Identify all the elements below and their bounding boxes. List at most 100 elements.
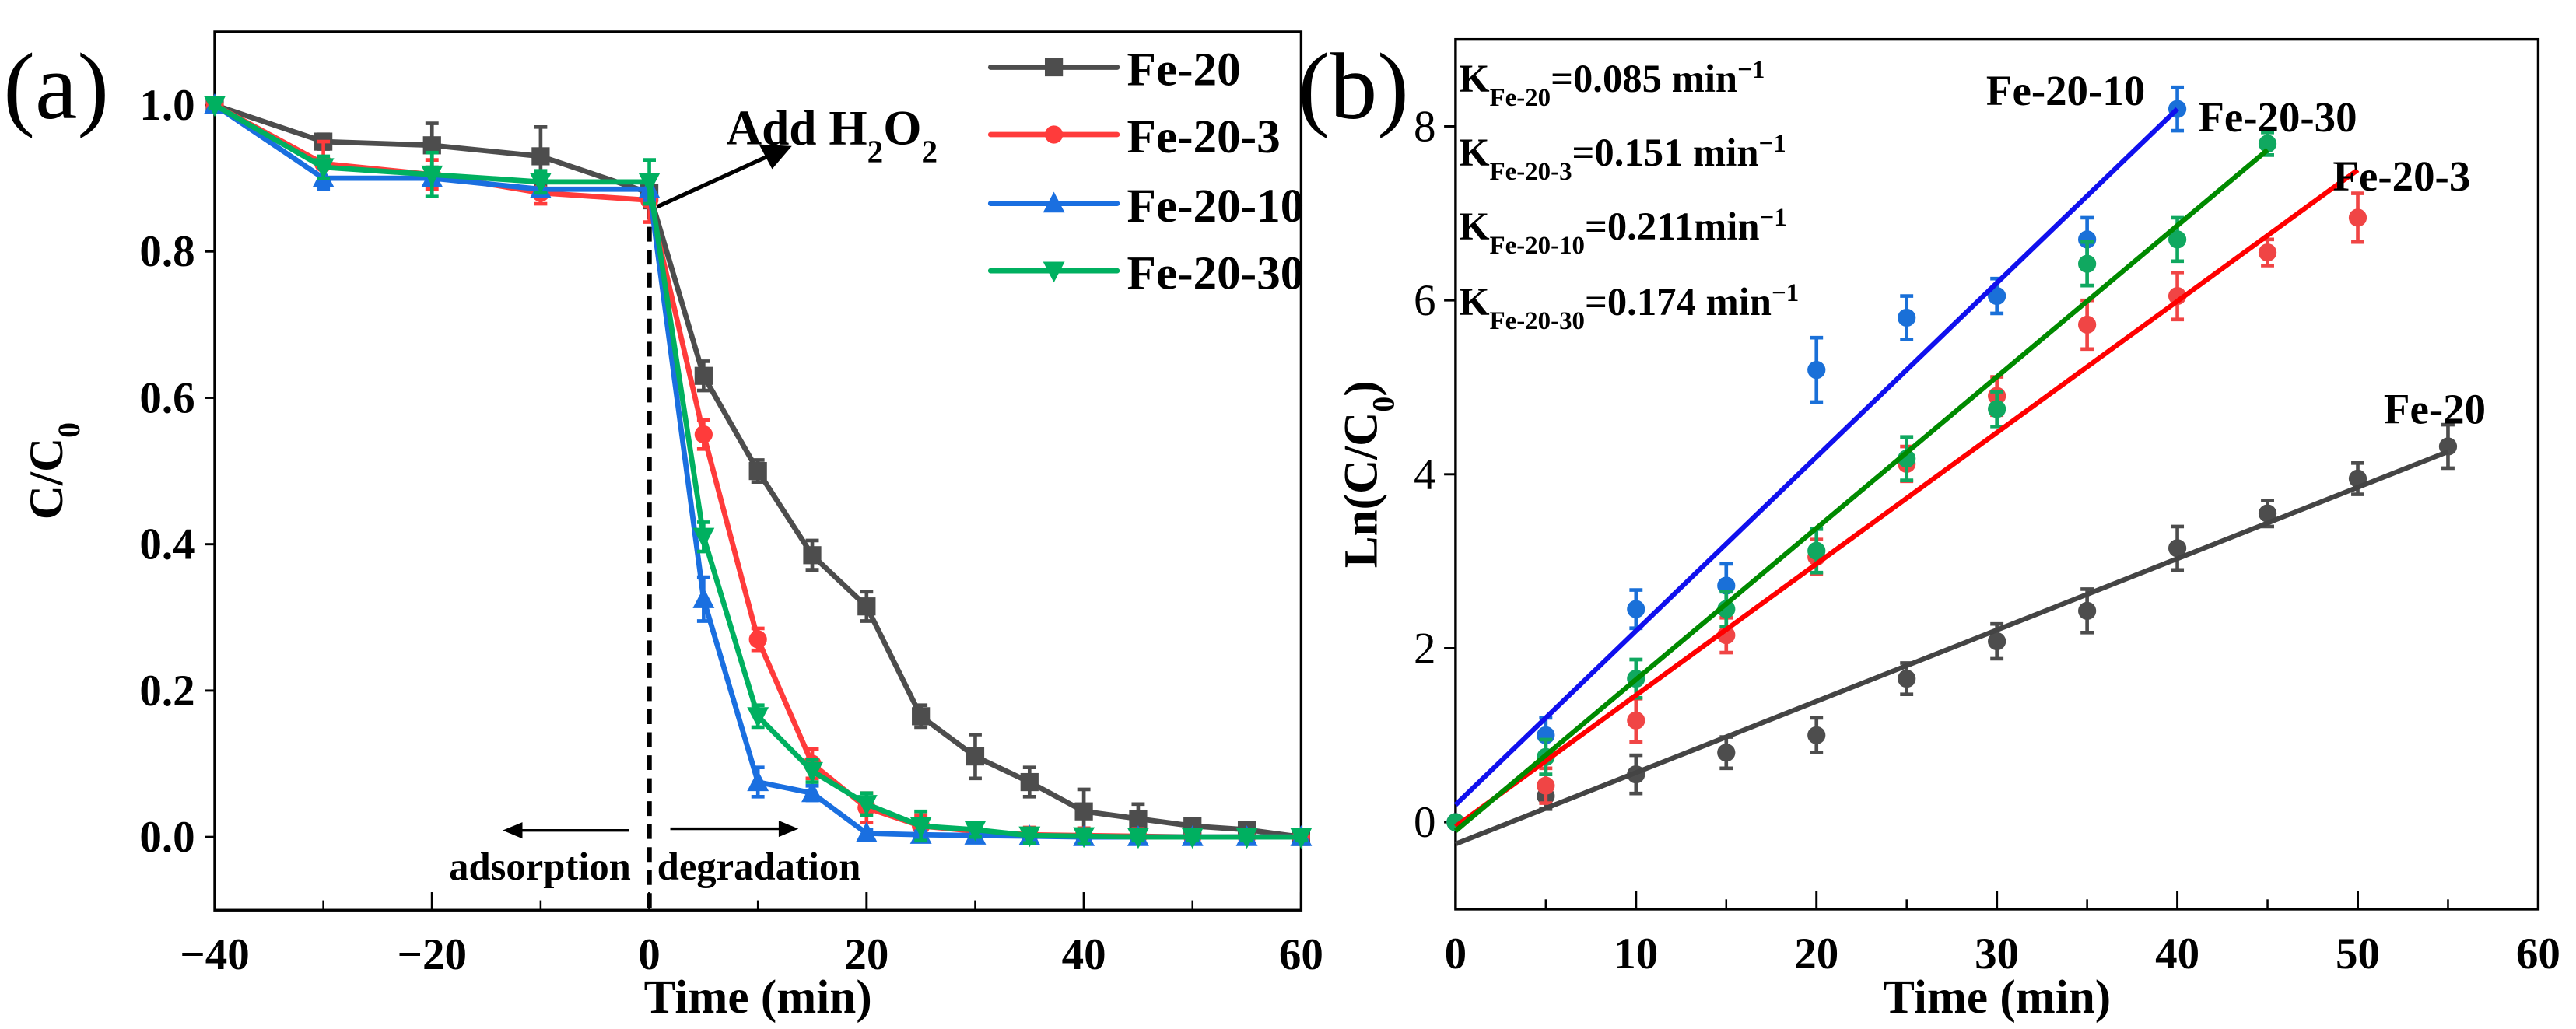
triangle-down-marker — [909, 817, 932, 838]
circle-marker — [1898, 308, 1916, 327]
legend-label: Fe-20 — [1127, 44, 1241, 96]
text-part: Ln(C/C — [1335, 412, 1388, 569]
text-part: =0.151 min — [1572, 131, 1759, 174]
triangle-down-marker — [1073, 827, 1095, 849]
series-fe-20-30 — [1446, 130, 2277, 831]
square-marker — [803, 546, 822, 565]
circle-marker — [2078, 230, 2097, 249]
y-tick-label: 1.0 — [139, 81, 195, 130]
circle-marker — [1717, 744, 1736, 762]
circle-marker — [2258, 135, 2277, 153]
y-axis-title: Ln(C/C0) — [1335, 380, 1401, 568]
text-part: −1 — [1737, 56, 1765, 84]
legend-item: Fe-20-30 — [987, 247, 1305, 299]
legend-item: Fe-20 — [987, 44, 1241, 96]
circle-marker — [1044, 125, 1064, 144]
y-tick-label: 0.0 — [139, 813, 195, 862]
x-tick-label: 0 — [1445, 929, 1467, 978]
x-tick-label: 50 — [2336, 929, 2380, 978]
circle-marker — [1898, 670, 1916, 688]
rate-constant-label: KFe-20-30=0.174 min−1 — [1459, 279, 1799, 335]
circle-marker — [1988, 286, 2006, 306]
triangle-down-marker — [421, 165, 443, 187]
x-tick-label: 30 — [1975, 929, 2019, 978]
series-end-label: Fe-20-3 — [2332, 152, 2470, 200]
add-h2o2-arrow-head — [759, 144, 792, 170]
circle-marker — [2348, 208, 2367, 227]
series-end-label: Fe-20 — [2384, 385, 2486, 432]
series-fe-20-30 — [204, 96, 1313, 849]
x-tick-label: −20 — [398, 930, 468, 979]
triangle-down-marker — [747, 707, 769, 728]
triangle-up-marker — [1043, 191, 1065, 213]
text-part: =0.085 min — [1551, 57, 1737, 100]
text-part: =0.174 min — [1585, 280, 1772, 324]
square-marker — [531, 147, 550, 166]
y-tick-label: 6 — [1414, 276, 1436, 325]
y-tick-label: 0.8 — [139, 227, 195, 276]
y-tick-label: 4 — [1414, 450, 1436, 499]
add-h2o2-annotation: Add H2O2 — [726, 101, 938, 170]
circle-marker — [1988, 632, 2006, 651]
x-tick-label: 20 — [1794, 929, 1838, 978]
panel-label: (b) — [1298, 34, 1409, 139]
triangle-down-marker — [855, 795, 878, 816]
square-marker — [694, 366, 713, 385]
y-tick-label: 8 — [1414, 102, 1436, 151]
circle-marker — [2078, 601, 2097, 620]
x-tick-label: 60 — [1279, 930, 1323, 979]
square-marker — [1074, 802, 1093, 821]
text-part: K — [1459, 280, 1489, 324]
y-tick-label: 2 — [1414, 624, 1436, 673]
x-tick-label: 60 — [2516, 929, 2560, 978]
x-tick-label: 10 — [1614, 929, 1658, 978]
fit-line-fe-20-30 — [1453, 148, 2269, 833]
text-part: −1 — [1759, 204, 1786, 232]
circle-marker — [2078, 315, 2097, 334]
circle-marker — [2078, 254, 2097, 273]
triangle-down-marker — [529, 173, 552, 194]
square-marker — [748, 461, 767, 481]
triangle-down-marker — [964, 821, 987, 842]
text-part: 2 — [921, 134, 938, 170]
fit-line-fe-20-3 — [1454, 167, 2360, 829]
triangle-down-marker — [312, 158, 335, 180]
x-tick-label: 0 — [638, 930, 661, 979]
square-marker — [1020, 772, 1039, 792]
text-part: 2 — [867, 134, 884, 170]
triangle-up-marker — [692, 587, 715, 608]
add-h2o2-arrow-shaft — [656, 152, 773, 209]
circle-marker — [1627, 711, 1645, 730]
legend-label: Fe-20-30 — [1127, 247, 1305, 299]
triangle-down-marker — [1127, 828, 1149, 849]
legend-item: Fe-20-10 — [987, 180, 1304, 233]
legend-item: Fe-20-3 — [987, 110, 1281, 163]
series-fe-20 — [1446, 422, 2458, 831]
adsorption-arrow-head — [503, 822, 523, 839]
triangle-down-marker — [204, 96, 226, 117]
text-part: −1 — [1772, 279, 1799, 307]
triangle-down-marker — [1043, 261, 1065, 283]
y-axis-title: C/C0 — [20, 422, 86, 520]
square-marker — [912, 707, 931, 726]
y-tick-label: 0 — [1414, 798, 1436, 847]
text-part: K — [1459, 205, 1489, 248]
triangle-down-marker — [801, 761, 823, 783]
text-part: ) — [1335, 380, 1388, 396]
square-marker — [857, 597, 876, 616]
circle-marker — [2258, 504, 2277, 523]
degradation-arrow-head — [778, 821, 799, 838]
text-part: K — [1459, 57, 1489, 100]
text-part: Fe-20-3 — [1490, 158, 1572, 186]
series-end-label: Fe-20-30 — [2198, 93, 2357, 141]
circle-marker — [1807, 726, 1826, 744]
adsorption-label: adsorption — [449, 845, 631, 888]
panel-label: (a) — [3, 34, 109, 139]
legend: Fe-20 Fe-20-3 Fe-20-10 Fe-20-30 — [987, 44, 1305, 299]
text-part: Fe-20 — [1490, 84, 1551, 112]
square-marker — [1129, 809, 1148, 828]
circle-marker — [2258, 243, 2277, 262]
y-tick-label: 0.6 — [139, 373, 195, 422]
